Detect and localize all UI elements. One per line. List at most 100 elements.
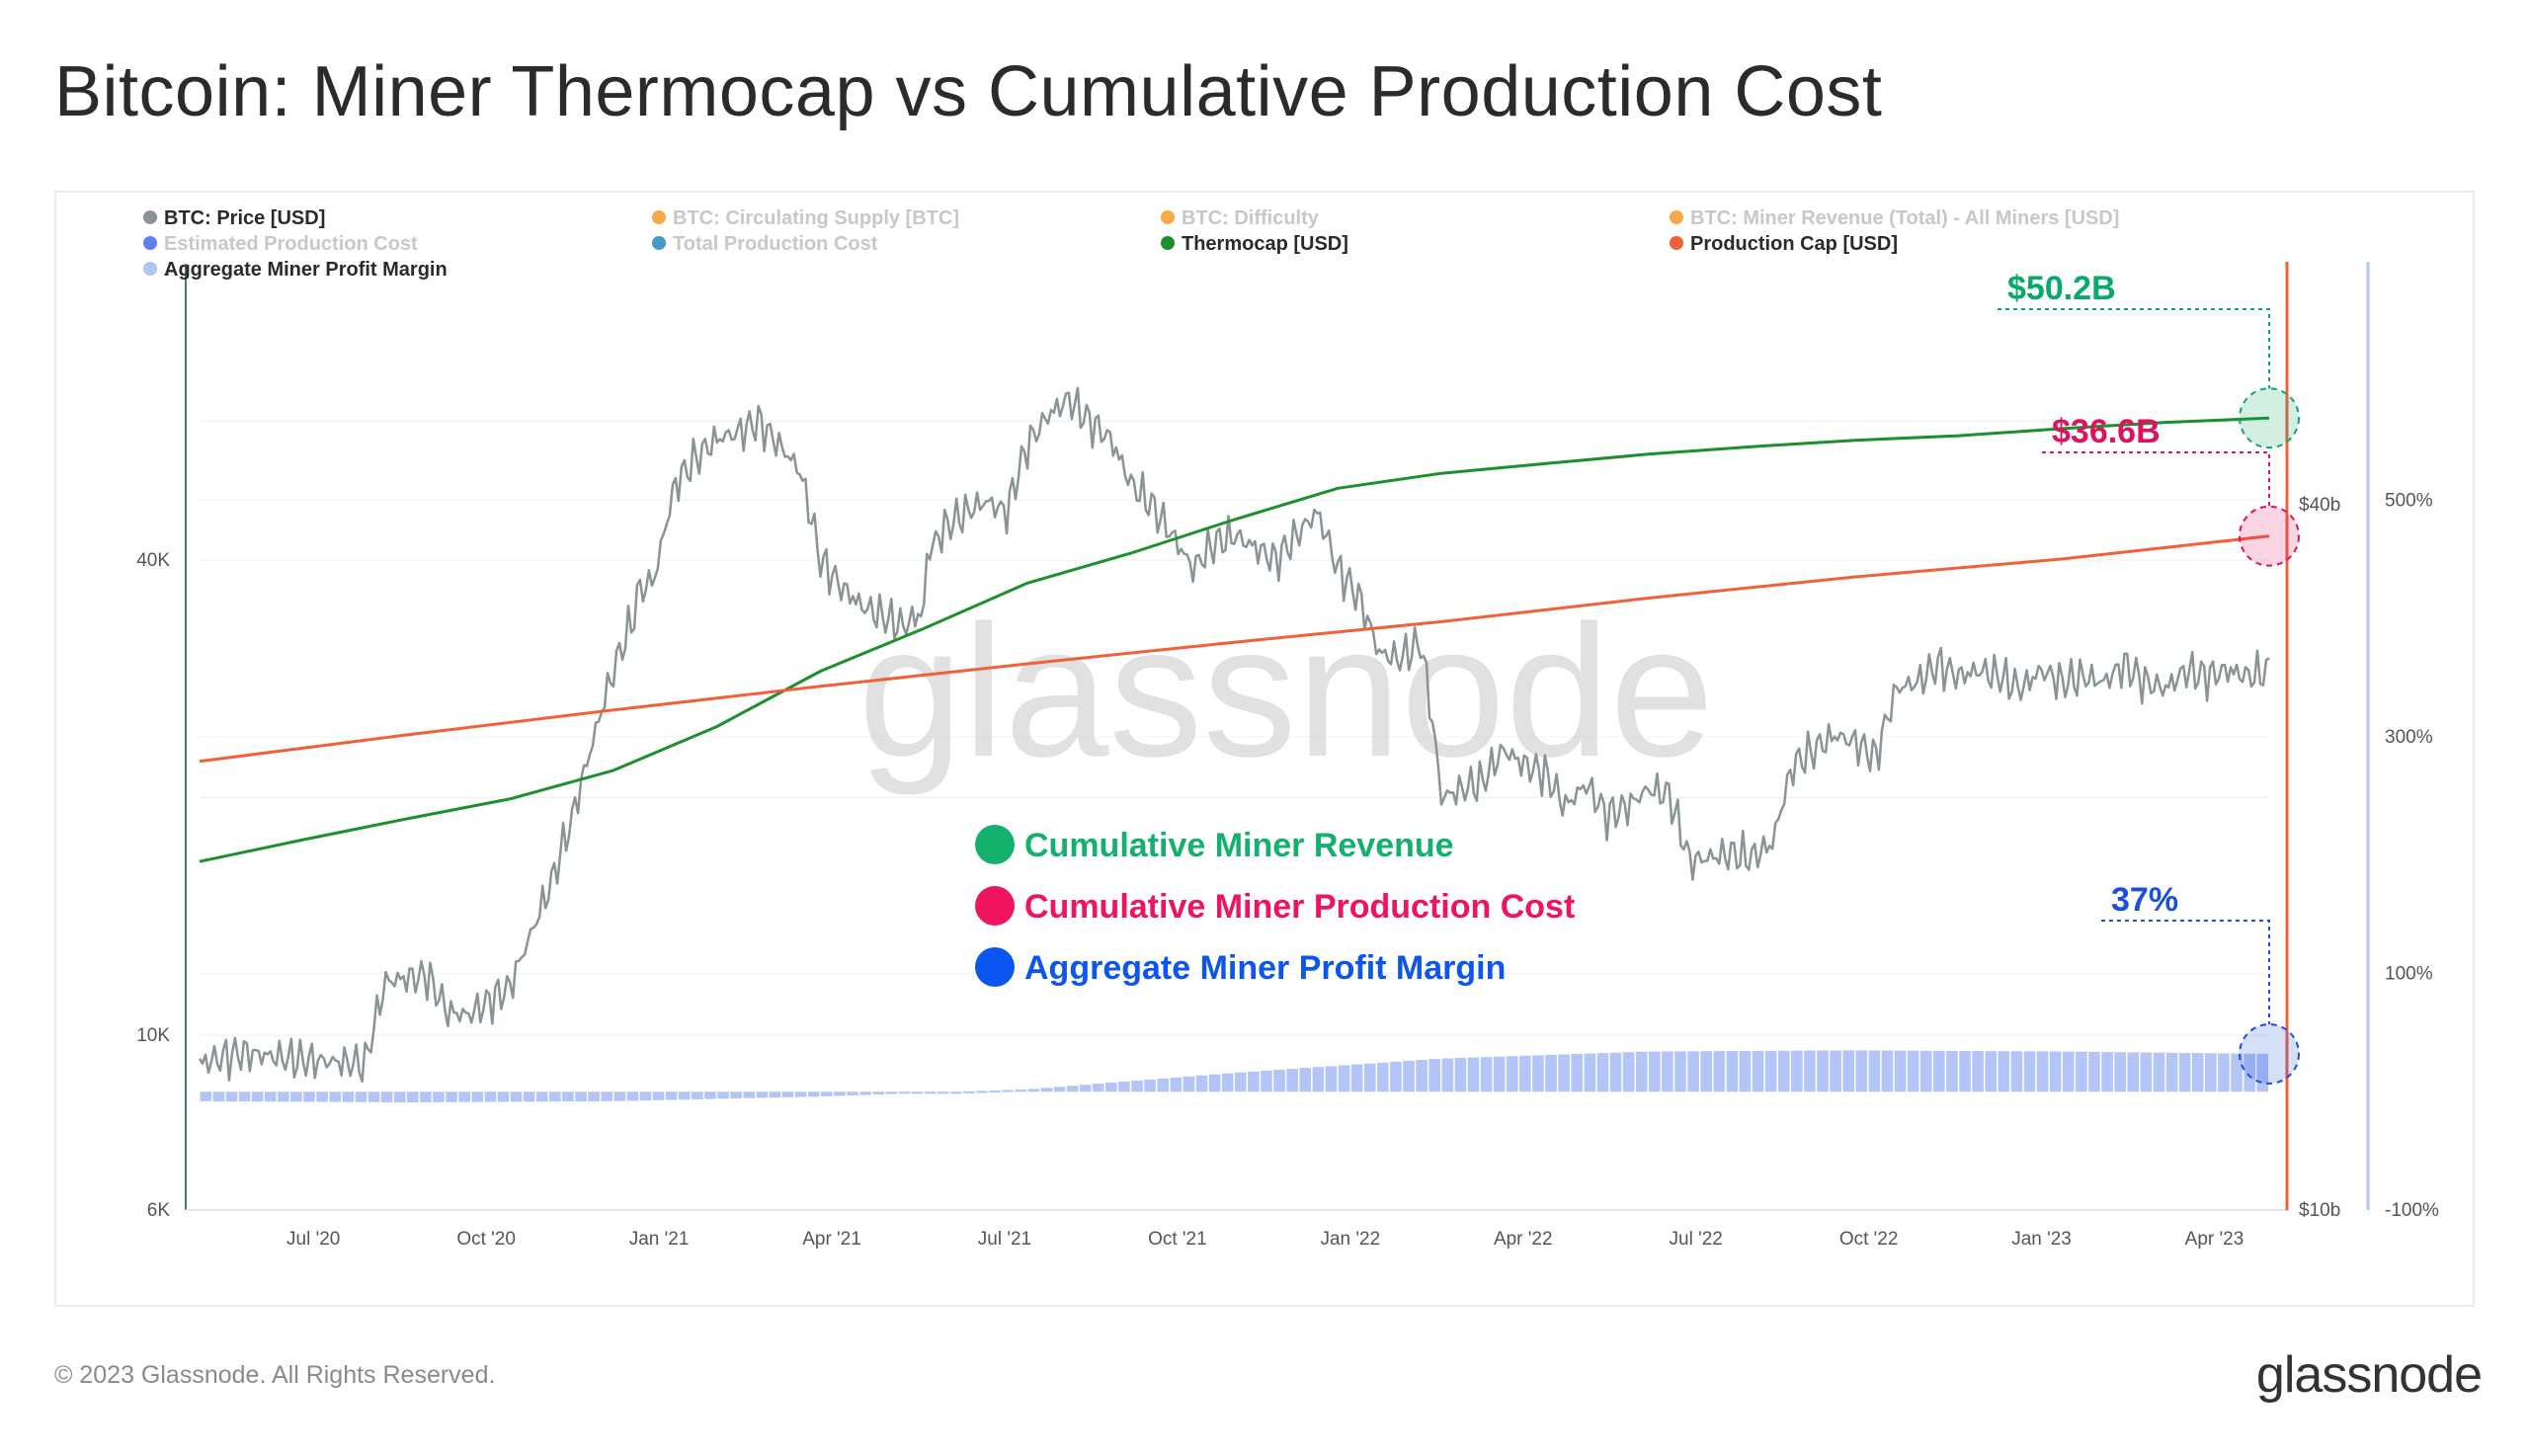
page-title: Bitcoin: Miner Thermocap vs Cumulative P… xyxy=(54,52,1883,131)
profit-margin-bar xyxy=(1350,1064,1363,1092)
profit-margin-bar xyxy=(1713,1051,1726,1092)
profit-margin-bar xyxy=(1092,1084,1104,1092)
profit-margin-bar xyxy=(1467,1057,1480,1092)
profit-margin-bar xyxy=(1907,1050,1919,1092)
legend-dot-icon xyxy=(1670,236,1683,250)
profit-margin-bar xyxy=(924,1092,937,1094)
legend-dot-icon xyxy=(1670,210,1683,224)
profit-margin-bar xyxy=(601,1092,612,1101)
profit-margin-bar xyxy=(367,1092,380,1102)
legend-label: Estimated Production Cost xyxy=(164,233,418,255)
legend-item-thermocap-usd[interactable]: Thermocap [USD] xyxy=(1161,233,1348,255)
annotation-value: $50.2B xyxy=(2007,270,2116,307)
profit-margin-bar xyxy=(588,1092,600,1101)
profit-margin-bar xyxy=(898,1092,911,1094)
profit-margin-bar xyxy=(1635,1051,1648,1092)
profit-margin-bar xyxy=(2127,1052,2140,1092)
profit-margin-bar xyxy=(1506,1056,1518,1092)
profit-margin-bar xyxy=(1985,1051,1998,1092)
legend-item-btc-difficulty[interactable]: BTC: Difficulty xyxy=(1161,207,1320,229)
profit-margin-bar xyxy=(380,1092,393,1102)
profit-margin-bar xyxy=(872,1092,884,1095)
profit-margin-bar xyxy=(885,1092,898,1094)
y-left-tick-label: 6K xyxy=(147,1200,171,1221)
profit-margin-bar xyxy=(1040,1088,1053,1092)
profit-margin-bar xyxy=(626,1092,639,1101)
profit-margin-bar xyxy=(1183,1076,1195,1092)
annotation-leader xyxy=(2101,920,2270,1024)
profit-margin-bar xyxy=(1105,1083,1117,1092)
profit-margin-bar xyxy=(1855,1050,1868,1092)
profit-margin-bar xyxy=(1157,1078,1170,1092)
legend-item-btc-circulating-supply-btc[interactable]: BTC: Circulating Supply [BTC] xyxy=(652,207,959,229)
x-tick-label: Oct '22 xyxy=(1839,1229,1899,1250)
profit-margin-bar xyxy=(859,1092,871,1095)
legend-label: BTC: Miner Revenue (Total) - All Miners … xyxy=(1690,207,2119,229)
y-left-tick-label: 40K xyxy=(136,550,170,571)
x-tick-label: Jul '22 xyxy=(1670,1229,1723,1250)
profit-margin-bar xyxy=(2063,1051,2075,1092)
profit-margin-bar xyxy=(1441,1058,1454,1092)
legend-label: Aggregate Miner Profit Margin xyxy=(164,259,448,281)
legend-item-estimated-production-cost[interactable]: Estimated Production Cost xyxy=(143,233,418,255)
profit-margin-bar xyxy=(535,1092,548,1102)
thermocap-usd-line xyxy=(199,416,2270,863)
annotation-leader xyxy=(2042,451,2270,507)
profit-margin-bar xyxy=(549,1092,561,1102)
profit-margin-bar xyxy=(2140,1052,2153,1092)
watermark-text: glassnode xyxy=(858,587,1714,796)
profit-margin-bar xyxy=(1519,1055,1531,1092)
annotation-marker xyxy=(2239,387,2300,449)
profit-margin-bar xyxy=(1894,1050,1907,1092)
profit-margin-bar xyxy=(639,1092,652,1101)
x-tick-label: Jan '22 xyxy=(1320,1229,1380,1250)
profit-margin-bar xyxy=(769,1092,781,1098)
profit-margin-bar xyxy=(562,1092,574,1102)
profit-margin-bar xyxy=(1687,1051,1699,1092)
profit-margin-bar xyxy=(1596,1053,1609,1092)
profit-margin-bar xyxy=(2076,1051,2087,1092)
profit-margin-bar xyxy=(1118,1081,1130,1092)
profit-margin-bar xyxy=(1817,1050,1829,1092)
profit-margin-bar xyxy=(1752,1050,1764,1092)
legend-item-total-production-cost[interactable]: Total Production Cost xyxy=(652,233,878,255)
profit-margin-bar xyxy=(316,1092,328,1102)
y-cap-tick-label: $10b xyxy=(2299,1200,2340,1221)
profit-margin-bar xyxy=(821,1092,833,1096)
profit-margin-bar xyxy=(911,1092,924,1094)
profit-margin-bar xyxy=(1764,1050,1777,1092)
profit-margin-bar xyxy=(1363,1063,1376,1092)
profit-margin-bar xyxy=(2101,1052,2113,1092)
legend-label: Thermocap [USD] xyxy=(1182,233,1348,255)
profit-margin-bar xyxy=(2205,1053,2217,1092)
key-label: Aggregate Miner Profit Margin xyxy=(1024,949,1506,987)
profit-margin-bar xyxy=(2049,1051,2062,1092)
profit-margin-bar xyxy=(446,1092,457,1102)
legend-label: BTC: Circulating Supply [BTC] xyxy=(673,207,959,229)
profit-margin-bar xyxy=(704,1092,716,1099)
axes: Jul '20 Oct '20 Jan '21 Apr '21 Jul '21 Oct '… xyxy=(136,262,2439,1250)
profit-margin-bar xyxy=(1195,1075,1208,1092)
profit-margin-bar xyxy=(212,1092,225,1101)
profit-margin-bar xyxy=(1066,1086,1079,1092)
chart-key: Cumulative Miner Revenue Cumulative Miner… xyxy=(975,825,1575,987)
legend-item-aggregate-miner-profit-margin[interactable]: Aggregate Miner Profit Margin xyxy=(143,259,448,281)
x-tick-label: Oct '21 xyxy=(1148,1229,1207,1250)
annotation-marker xyxy=(2239,505,2300,567)
profit-margin-bar xyxy=(1584,1053,1596,1092)
profit-margin-bar xyxy=(1377,1062,1389,1092)
legend-item-btc-price-usd[interactable]: BTC: Price [USD] xyxy=(143,207,325,229)
x-tick-label: Apr '22 xyxy=(1494,1229,1553,1250)
legend-item-btc-miner-revenue-total-all-miners-usd[interactable]: BTC: Miner Revenue (Total) - All Miners … xyxy=(1670,207,2119,229)
profit-margin-bar xyxy=(278,1092,289,1102)
profit-margin-bar xyxy=(1933,1050,1945,1092)
legend-label: BTC: Price [USD] xyxy=(164,207,325,229)
legend-item-production-cap-usd[interactable]: Production Cap [USD] xyxy=(1670,233,1898,255)
profit-margin-bar xyxy=(1338,1065,1350,1092)
profit-margin-bar xyxy=(1998,1051,2010,1092)
legend-dot-icon xyxy=(143,262,157,276)
x-tick-label: Apr '21 xyxy=(802,1229,861,1250)
legend[interactable]: BTC: Price [USD] BTC: Circulating Supply … xyxy=(143,207,2119,281)
profit-margin-bar xyxy=(393,1092,406,1102)
profit-margin-bar xyxy=(2088,1051,2100,1092)
